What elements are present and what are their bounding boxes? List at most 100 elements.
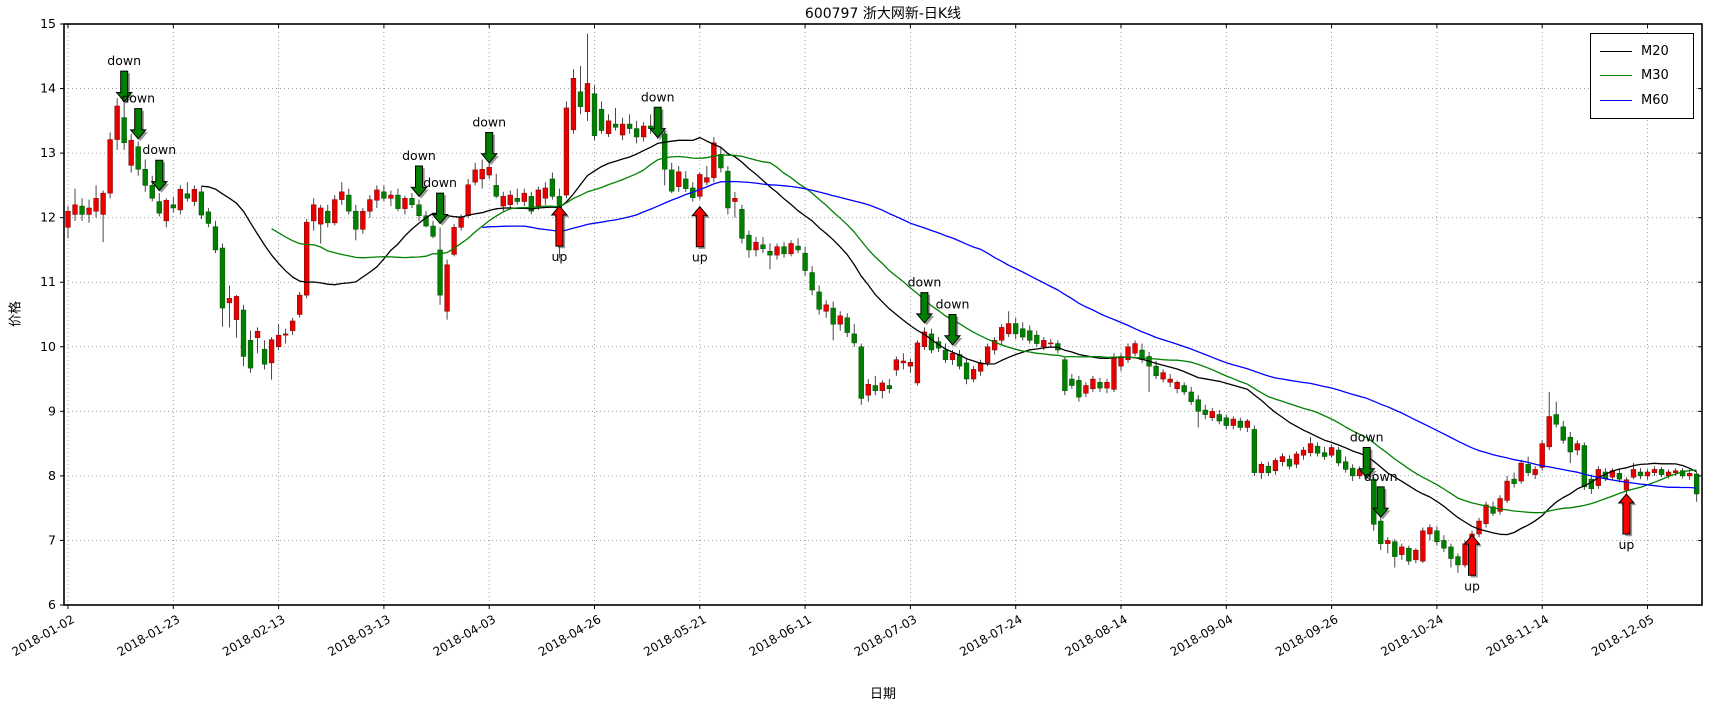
annotation-down-arrow: down bbox=[472, 114, 506, 165]
candle-up bbox=[1300, 449, 1307, 456]
candle-up bbox=[879, 382, 885, 391]
candle-up bbox=[521, 192, 527, 202]
candle-down bbox=[1406, 547, 1412, 562]
candle-up bbox=[732, 198, 738, 202]
y-tick-label: 13 bbox=[40, 145, 56, 160]
candle-up bbox=[570, 77, 577, 131]
candle-up bbox=[563, 107, 570, 196]
x-tick-label: 2018-02-13 bbox=[220, 612, 287, 659]
y-tick-label: 15 bbox=[40, 16, 56, 31]
candle-up bbox=[289, 320, 296, 331]
candle-up bbox=[500, 196, 506, 207]
annotation-down-arrow: down bbox=[107, 53, 141, 104]
annotation-down-arrow: down bbox=[402, 148, 436, 199]
candle-down bbox=[626, 123, 633, 129]
candle-down bbox=[1216, 414, 1222, 422]
y-tick-label: 14 bbox=[40, 81, 56, 96]
annotation-label: down bbox=[423, 175, 457, 190]
candle-up bbox=[65, 210, 71, 228]
candle-down bbox=[1441, 540, 1447, 549]
candle-down bbox=[212, 226, 219, 251]
m20-line-swatch bbox=[1600, 50, 1632, 52]
candle-up bbox=[535, 189, 541, 207]
candle-up bbox=[1048, 342, 1054, 345]
candle-down bbox=[683, 178, 689, 189]
y-tick-label: 12 bbox=[40, 210, 56, 225]
candle-up bbox=[984, 346, 991, 364]
candle-down bbox=[170, 204, 176, 209]
candle-down bbox=[79, 205, 85, 215]
candle-up bbox=[1672, 470, 1679, 473]
candle-up bbox=[1090, 378, 1096, 389]
annotation-label: up bbox=[692, 250, 708, 265]
chart-title: 600797 浙大网新-日K线 bbox=[804, 6, 962, 22]
candle-up bbox=[1630, 469, 1637, 478]
candle-down bbox=[942, 349, 949, 360]
candle-up bbox=[704, 177, 710, 183]
candle-up bbox=[711, 142, 717, 178]
x-tick-label: 2018-07-03 bbox=[852, 612, 919, 659]
candle-down bbox=[928, 333, 935, 351]
candle-up bbox=[444, 264, 450, 312]
candle-down bbox=[872, 385, 878, 391]
candle-up bbox=[921, 331, 928, 348]
candle-up bbox=[1644, 471, 1651, 477]
candle-up bbox=[114, 105, 120, 140]
candle-down bbox=[612, 123, 619, 128]
candle-up bbox=[1279, 456, 1286, 462]
candle-up bbox=[233, 296, 240, 320]
candle-up bbox=[949, 352, 956, 360]
candle-down bbox=[851, 333, 857, 344]
annotation-down-arrow: down bbox=[908, 275, 941, 326]
annotation-label: down bbox=[1350, 429, 1384, 444]
candle-up bbox=[1427, 527, 1433, 535]
candle-down bbox=[430, 225, 436, 237]
candle-down bbox=[1581, 445, 1587, 488]
candle-down bbox=[409, 198, 415, 206]
candle-down bbox=[353, 210, 359, 230]
candle-down bbox=[184, 193, 190, 199]
candle-down bbox=[1314, 445, 1321, 454]
candle-up bbox=[900, 360, 907, 364]
m30-line-swatch bbox=[1600, 75, 1632, 77]
candle-up bbox=[1623, 479, 1630, 491]
candle-down bbox=[1335, 449, 1342, 464]
y-tick-label: 6 bbox=[48, 597, 56, 612]
candle-down bbox=[591, 93, 598, 136]
x-tick-label: 2018-10-24 bbox=[1378, 612, 1445, 659]
annotation-label: down bbox=[641, 89, 675, 104]
candle-down bbox=[1076, 380, 1082, 398]
candle-down bbox=[549, 178, 556, 197]
candle-up bbox=[640, 125, 647, 138]
candle-down bbox=[423, 215, 429, 227]
candle-up bbox=[1307, 443, 1314, 453]
legend-label-m30: M30 bbox=[1641, 68, 1669, 84]
candle-up bbox=[275, 334, 282, 348]
candle-up bbox=[1504, 480, 1510, 501]
legend-label-m60: M60 bbox=[1641, 93, 1669, 109]
candle-up bbox=[360, 210, 366, 230]
candle-up bbox=[1462, 543, 1468, 566]
candle-down bbox=[1616, 473, 1623, 480]
candle-up bbox=[1399, 546, 1405, 555]
candle-up bbox=[304, 221, 310, 296]
candle-down bbox=[598, 108, 605, 131]
candle-down bbox=[830, 307, 836, 325]
x-tick-label: 2018-07-24 bbox=[957, 612, 1024, 659]
candle-up bbox=[914, 342, 921, 384]
candle-down bbox=[1286, 458, 1293, 467]
candle-up bbox=[86, 207, 92, 215]
candle-down bbox=[1567, 436, 1573, 453]
annotation-down-arrow: down bbox=[142, 142, 176, 193]
x-tick-label: 2018-12-05 bbox=[1589, 612, 1656, 659]
annotation-label: down bbox=[1364, 469, 1398, 484]
candle-up bbox=[1125, 346, 1131, 360]
grid bbox=[64, 24, 1702, 605]
candle-down bbox=[1392, 541, 1398, 557]
candle-down bbox=[577, 91, 584, 107]
candle-down bbox=[1350, 467, 1356, 477]
annotation-down-arrow: down bbox=[1364, 469, 1398, 520]
candle-down bbox=[739, 209, 745, 239]
